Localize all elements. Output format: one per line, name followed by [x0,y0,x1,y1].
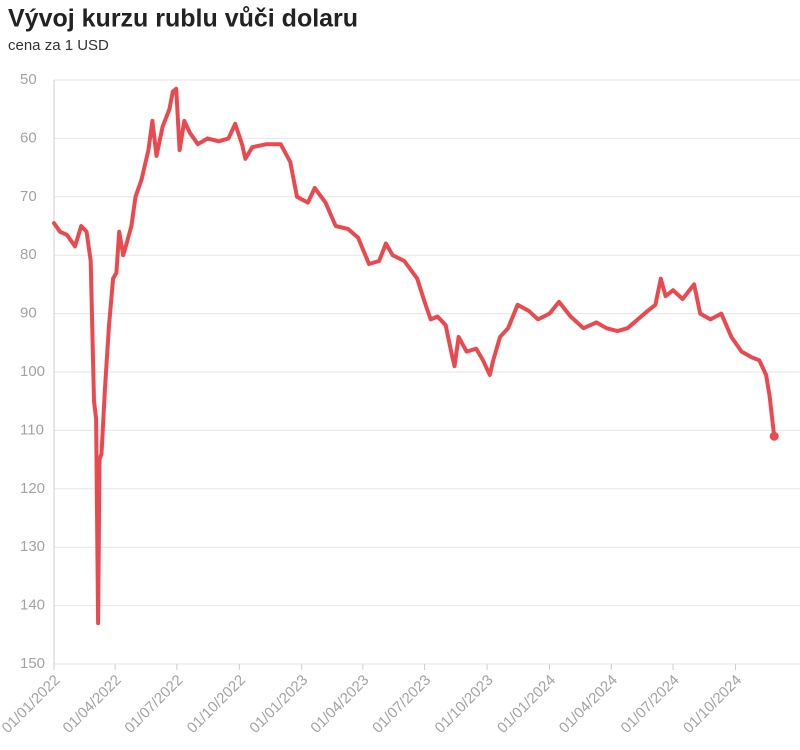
x-tick-label: 01/01/2022 [0,672,64,737]
x-tick-label: 01/07/2022 [121,672,186,737]
chart-subtitle: cena za 1 USD [8,37,109,54]
x-tick-label: 01/01/2024 [494,672,559,737]
end-marker [769,431,779,441]
y-tick-label: 150 [20,655,45,672]
y-tick-label: 60 [20,129,37,146]
x-tick-label: 01/10/2022 [184,672,249,737]
y-tick-label: 80 [20,246,37,263]
line [52,86,777,626]
y-tick-label: 110 [20,421,44,438]
y-tick-label: 70 [20,188,37,205]
x-tick-label: 01/07/2023 [369,672,434,737]
y-tick-label: 130 [20,538,45,555]
x-tick-label: 01/10/2023 [432,672,497,737]
x-tick-label: 01/04/2023 [307,672,372,737]
x-tick-label: 01/10/2024 [680,672,745,737]
x-tick-label: 01/07/2024 [618,672,683,737]
x-tick-label: 01/01/2023 [246,672,311,737]
x-tick-label: 01/04/2022 [60,672,125,737]
y-tick-label: 100 [20,363,45,380]
y-tick-label: 90 [20,305,37,322]
y-tick-label: 50 [20,71,37,88]
y-tick-label: 120 [20,480,45,497]
y-tick-label: 140 [20,597,45,614]
chart-title: Vývoj kurzu rublu vůči dolaru [8,5,358,33]
x-tick-label: 01/04/2024 [556,672,621,737]
